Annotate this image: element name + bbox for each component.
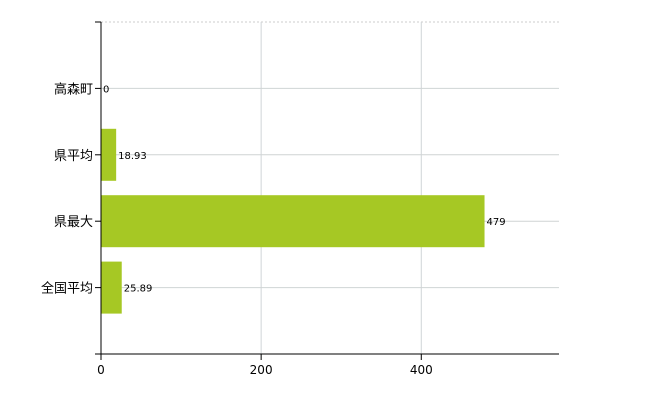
- data-label: 479: [487, 217, 506, 228]
- data-label: 25.89: [124, 284, 153, 295]
- bar: [101, 195, 485, 248]
- data-label: 0: [103, 84, 109, 95]
- category-label: 県平均: [54, 149, 93, 164]
- category-label: 全国平均: [41, 281, 93, 297]
- x-tick-label: 200: [250, 363, 273, 377]
- data-label: 18.93: [118, 151, 147, 162]
- bar: [101, 261, 122, 314]
- bar: [101, 128, 117, 181]
- category-label: 高森町: [54, 81, 93, 97]
- category-label: 県最大: [54, 215, 93, 230]
- x-tick-label: 400: [410, 363, 433, 377]
- x-tick-label: 0: [97, 363, 105, 377]
